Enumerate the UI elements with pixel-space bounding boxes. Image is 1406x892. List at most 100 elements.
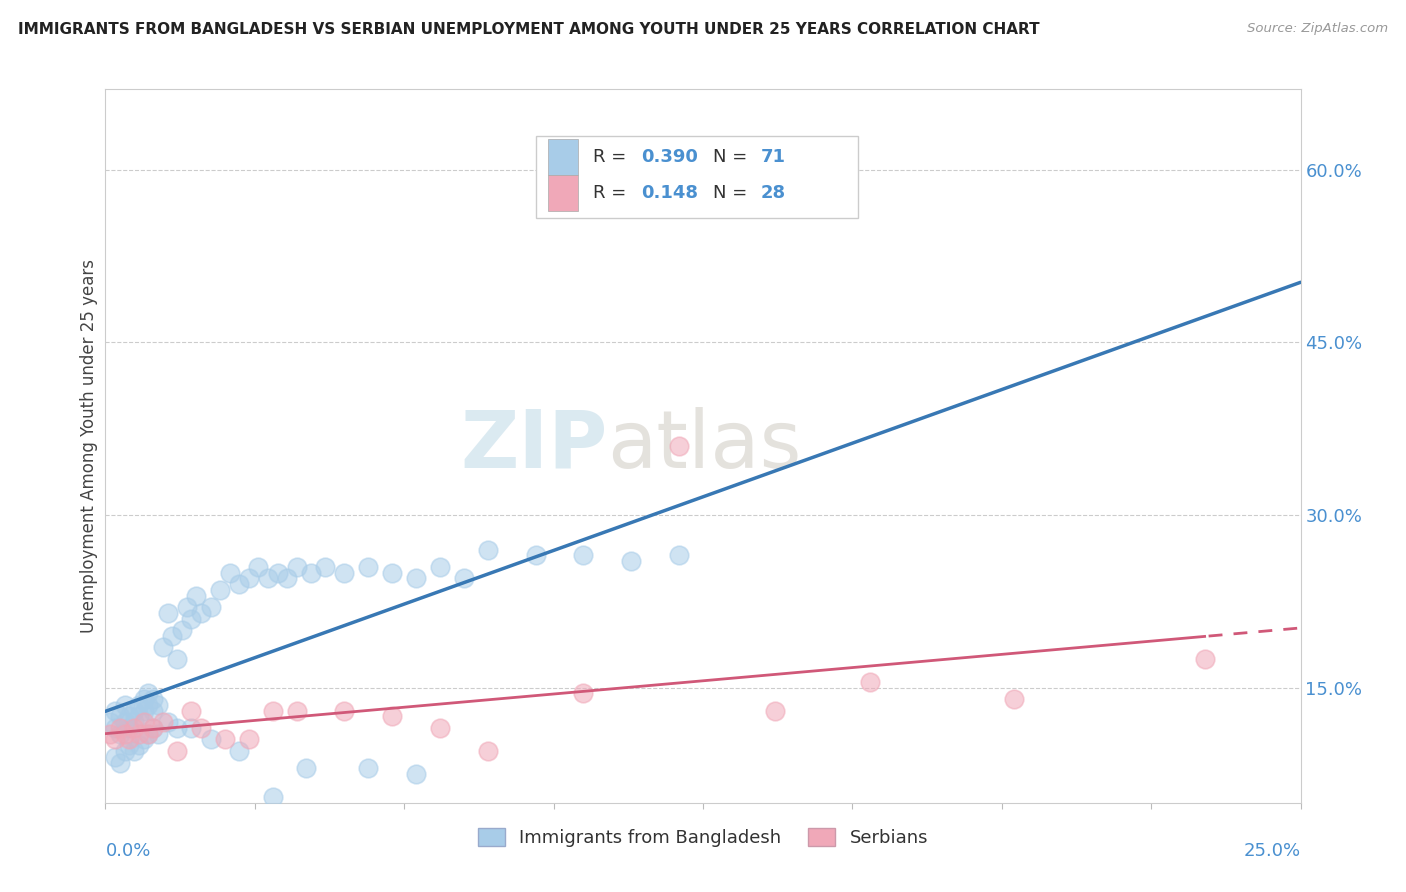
Point <box>114 698 136 712</box>
Point <box>118 732 141 747</box>
Point <box>142 692 165 706</box>
Text: 25.0%: 25.0% <box>1243 842 1301 860</box>
Point <box>668 439 690 453</box>
Point <box>180 704 202 718</box>
Point <box>1194 652 1216 666</box>
Text: 0.390: 0.390 <box>641 148 697 166</box>
Point <box>156 606 179 620</box>
Point <box>262 790 284 805</box>
Text: 28: 28 <box>761 184 786 202</box>
Point <box>190 606 212 620</box>
Point <box>257 571 280 585</box>
Point <box>477 542 499 557</box>
Point <box>170 623 193 637</box>
FancyBboxPatch shape <box>547 139 578 175</box>
Text: R =: R = <box>593 184 633 202</box>
Point <box>285 559 308 574</box>
Text: R =: R = <box>593 148 633 166</box>
Point <box>200 600 222 615</box>
Point <box>118 738 141 752</box>
Point <box>132 692 155 706</box>
Point <box>108 721 131 735</box>
FancyBboxPatch shape <box>536 136 858 218</box>
Point <box>200 732 222 747</box>
Point <box>108 709 131 723</box>
Point <box>132 715 155 730</box>
Point <box>156 715 179 730</box>
Point <box>142 721 165 735</box>
Point <box>138 698 160 712</box>
Point <box>138 686 160 700</box>
Point <box>357 761 380 775</box>
Point <box>314 559 336 574</box>
Point <box>122 744 145 758</box>
Point <box>152 715 174 730</box>
Point <box>572 549 595 563</box>
Point <box>357 559 380 574</box>
Point <box>166 744 188 758</box>
Point <box>247 559 270 574</box>
Point <box>128 727 150 741</box>
Point <box>180 721 202 735</box>
Text: 0.0%: 0.0% <box>105 842 150 860</box>
Point <box>453 571 475 585</box>
Point <box>228 744 250 758</box>
Point <box>122 704 145 718</box>
Point <box>214 732 236 747</box>
Point <box>122 715 145 730</box>
Y-axis label: Unemployment Among Youth under 25 years: Unemployment Among Youth under 25 years <box>80 259 98 633</box>
Point <box>295 761 318 775</box>
Point <box>405 767 427 781</box>
Point <box>138 727 160 741</box>
Point <box>333 566 356 580</box>
Point <box>285 704 308 718</box>
Point <box>166 652 188 666</box>
Point <box>104 721 127 735</box>
Point <box>668 549 690 563</box>
Point <box>190 721 212 735</box>
Text: N =: N = <box>713 184 752 202</box>
Text: 0.148: 0.148 <box>641 184 697 202</box>
Point <box>114 715 136 730</box>
Point <box>180 612 202 626</box>
Point <box>763 704 786 718</box>
Point <box>262 704 284 718</box>
Point <box>128 709 150 723</box>
Point <box>98 727 121 741</box>
Point <box>128 738 150 752</box>
Point <box>1002 692 1025 706</box>
Point <box>477 744 499 758</box>
Text: Source: ZipAtlas.com: Source: ZipAtlas.com <box>1247 22 1388 36</box>
Point <box>572 686 595 700</box>
Point <box>299 566 322 580</box>
Point <box>209 582 232 597</box>
Point <box>238 732 260 747</box>
Text: 71: 71 <box>761 148 786 166</box>
Point <box>146 698 169 712</box>
Point <box>620 554 643 568</box>
Point <box>333 704 356 718</box>
Point <box>122 721 145 735</box>
Point <box>186 589 208 603</box>
Point <box>429 559 451 574</box>
Point <box>524 549 547 563</box>
Point <box>142 704 165 718</box>
Point <box>108 727 131 741</box>
FancyBboxPatch shape <box>547 175 578 211</box>
Point <box>108 756 131 770</box>
Point <box>162 629 184 643</box>
Point <box>381 709 404 723</box>
Point <box>859 675 882 690</box>
Point <box>276 571 298 585</box>
Point <box>104 732 127 747</box>
Point <box>104 704 127 718</box>
Point <box>228 577 250 591</box>
Point <box>381 566 404 580</box>
Point <box>176 600 198 615</box>
Point <box>98 715 121 730</box>
Point <box>118 721 141 735</box>
Point <box>142 721 165 735</box>
Point <box>238 571 260 585</box>
Point <box>132 732 155 747</box>
Point <box>118 709 141 723</box>
